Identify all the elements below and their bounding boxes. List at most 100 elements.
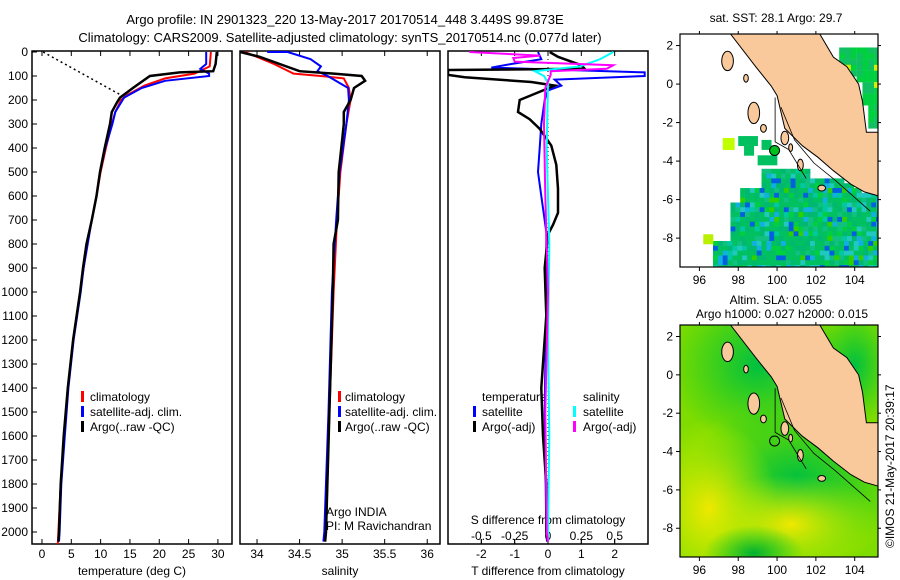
island bbox=[747, 101, 761, 125]
sst-pixel bbox=[717, 265, 724, 267]
sst-pixel bbox=[732, 260, 738, 266]
sst-pixel bbox=[764, 202, 770, 208]
lon-tick-label: 102 bbox=[806, 273, 826, 287]
sst-pixel bbox=[837, 197, 843, 203]
sst-pixel bbox=[861, 236, 867, 242]
interpolated-dotted-line bbox=[42, 51, 122, 96]
sst-pixel bbox=[745, 207, 751, 213]
sst-pixel bbox=[759, 236, 765, 242]
sst-pixel bbox=[800, 241, 806, 247]
sst-pixel bbox=[783, 212, 790, 218]
sst-pixel bbox=[876, 226, 878, 232]
sst-pixel bbox=[832, 221, 838, 227]
legend-swatch-t-satellite bbox=[473, 406, 476, 417]
sst-pixel bbox=[790, 250, 796, 256]
sst-pixel bbox=[779, 197, 785, 203]
sst-pixel bbox=[717, 241, 724, 247]
x-tick-label: 34 bbox=[250, 547, 264, 561]
sst-pixel bbox=[856, 47, 863, 54]
sst-pixel bbox=[780, 245, 787, 252]
sst-pixel bbox=[874, 59, 878, 66]
sst-pixel bbox=[780, 260, 787, 266]
sst-pixel bbox=[874, 70, 878, 77]
sst-pixel bbox=[853, 255, 859, 261]
x-tick-label: 10 bbox=[94, 547, 108, 561]
sst-pixel bbox=[756, 241, 762, 247]
sst-pixel bbox=[759, 197, 765, 203]
sst-pixel bbox=[769, 236, 775, 242]
sst-pixel bbox=[771, 245, 777, 252]
sst-pixel bbox=[735, 221, 741, 227]
sst-pixel bbox=[873, 250, 878, 256]
sst-pixel bbox=[727, 241, 733, 247]
sst-pixel bbox=[745, 221, 751, 227]
sst-pixel bbox=[732, 255, 738, 261]
sst-pixel bbox=[805, 168, 811, 174]
sst-pixel bbox=[837, 226, 843, 232]
sst-pixel bbox=[754, 236, 760, 242]
sst-pixel bbox=[832, 202, 838, 208]
sst-pixel bbox=[876, 207, 878, 213]
sst-pixel bbox=[795, 183, 801, 189]
depth-tick-label: 1500 bbox=[1, 405, 28, 419]
sst-pixel bbox=[839, 265, 845, 267]
sst-pixel bbox=[776, 250, 782, 256]
sst-pixel bbox=[803, 202, 809, 208]
sst-pixel bbox=[727, 265, 733, 267]
sst-pixel bbox=[808, 188, 814, 194]
sst-pixel bbox=[810, 178, 816, 184]
sst-pixel bbox=[805, 255, 811, 261]
argo-position-marker bbox=[769, 435, 781, 447]
sst-pixel bbox=[740, 226, 746, 232]
lat-tick-label: 2 bbox=[666, 330, 673, 344]
sst-pixel bbox=[832, 212, 838, 218]
sst-pixel bbox=[769, 226, 775, 232]
sst-pixel bbox=[735, 226, 741, 232]
map-content bbox=[680, 325, 878, 557]
sst-pixel bbox=[766, 245, 772, 252]
sst-pixel bbox=[827, 188, 833, 194]
sst-pixel bbox=[735, 212, 741, 218]
sst-pixel bbox=[868, 76, 875, 83]
sst-pixel bbox=[798, 188, 804, 194]
sst-pixel bbox=[717, 260, 724, 266]
sst-pixel bbox=[817, 207, 824, 213]
sst-pixel bbox=[873, 241, 878, 247]
sst-pixel bbox=[851, 231, 857, 237]
legend-swatch-satellite-clim bbox=[338, 406, 341, 417]
sst-pixel bbox=[713, 265, 719, 267]
s-tick-label: 0.25 bbox=[570, 529, 594, 543]
x-tick-label: 36 bbox=[421, 547, 435, 561]
legend-label-s-argo: Argo(-adj) bbox=[583, 420, 636, 434]
depth-tick-label: 500 bbox=[8, 165, 28, 179]
x-tick-label: 35 bbox=[335, 547, 349, 561]
sst-pixel bbox=[800, 250, 806, 256]
sst-pixel bbox=[846, 212, 853, 218]
legend-label-s-satellite: satellite bbox=[583, 405, 624, 419]
sst-pixel bbox=[862, 82, 869, 89]
sst-pixel bbox=[742, 260, 748, 266]
sst-pixel bbox=[839, 59, 846, 66]
sst-pixel bbox=[837, 207, 843, 213]
sst-pixel bbox=[779, 202, 785, 208]
sst-pixel bbox=[793, 216, 799, 223]
sst-pixel bbox=[846, 226, 853, 232]
sst-pixel bbox=[846, 216, 853, 223]
sst-pixel bbox=[737, 255, 743, 261]
sst-pixel bbox=[808, 231, 814, 237]
sst-pixel bbox=[842, 231, 848, 237]
sst-pixel bbox=[774, 188, 780, 194]
lon-tick-label: 98 bbox=[732, 563, 746, 577]
island bbox=[780, 130, 790, 146]
sst-pixel bbox=[745, 188, 751, 194]
sst-pixel bbox=[827, 226, 833, 232]
sst-pixel bbox=[745, 236, 751, 242]
sst-pixel bbox=[742, 241, 748, 247]
sst-pixel bbox=[803, 212, 809, 218]
sst-pixel bbox=[798, 226, 804, 232]
bathymetry-contour bbox=[780, 397, 871, 502]
sst-pixel bbox=[829, 245, 835, 252]
sst-pixel bbox=[759, 207, 765, 213]
sla-field-high bbox=[700, 474, 878, 557]
lon-tick-label: 102 bbox=[806, 563, 826, 577]
